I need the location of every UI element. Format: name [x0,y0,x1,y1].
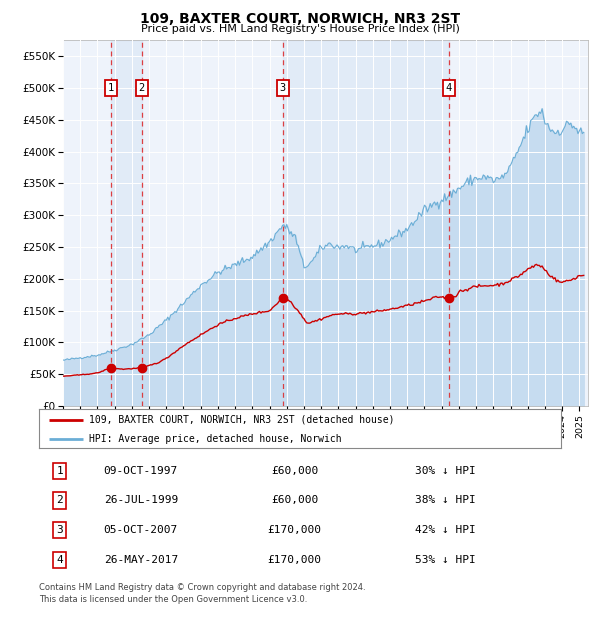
Text: 2: 2 [139,83,145,93]
Text: 109, BAXTER COURT, NORWICH, NR3 2ST (detached house): 109, BAXTER COURT, NORWICH, NR3 2ST (det… [89,415,394,425]
Text: 3: 3 [56,525,63,535]
Text: 53% ↓ HPI: 53% ↓ HPI [415,555,476,565]
Text: 38% ↓ HPI: 38% ↓ HPI [415,495,476,505]
Text: This data is licensed under the Open Government Licence v3.0.: This data is licensed under the Open Gov… [39,595,307,604]
Text: 1: 1 [107,83,114,93]
Bar [283,40,449,406]
Text: Price paid vs. HM Land Registry's House Price Index (HPI): Price paid vs. HM Land Registry's House … [140,24,460,33]
Text: 4: 4 [56,555,63,565]
Text: 09-OCT-1997: 09-OCT-1997 [104,466,178,476]
Text: HPI: Average price, detached house, Norwich: HPI: Average price, detached house, Norw… [89,434,341,444]
Text: 3: 3 [280,83,286,93]
Text: 26-MAY-2017: 26-MAY-2017 [104,555,178,565]
Text: £170,000: £170,000 [268,525,322,535]
Text: £60,000: £60,000 [271,495,319,505]
Text: Contains HM Land Registry data © Crown copyright and database right 2024.: Contains HM Land Registry data © Crown c… [39,583,365,592]
Text: 05-OCT-2007: 05-OCT-2007 [104,525,178,535]
Text: 30% ↓ HPI: 30% ↓ HPI [415,466,476,476]
Text: £60,000: £60,000 [271,466,319,476]
Bar [110,40,142,406]
Text: 2: 2 [56,495,63,505]
Text: £170,000: £170,000 [268,555,322,565]
Text: 109, BAXTER COURT, NORWICH, NR3 2ST: 109, BAXTER COURT, NORWICH, NR3 2ST [140,12,460,27]
Text: 42% ↓ HPI: 42% ↓ HPI [415,525,476,535]
Text: 4: 4 [445,83,452,93]
Text: 26-JUL-1999: 26-JUL-1999 [104,495,178,505]
Text: 1: 1 [56,466,63,476]
